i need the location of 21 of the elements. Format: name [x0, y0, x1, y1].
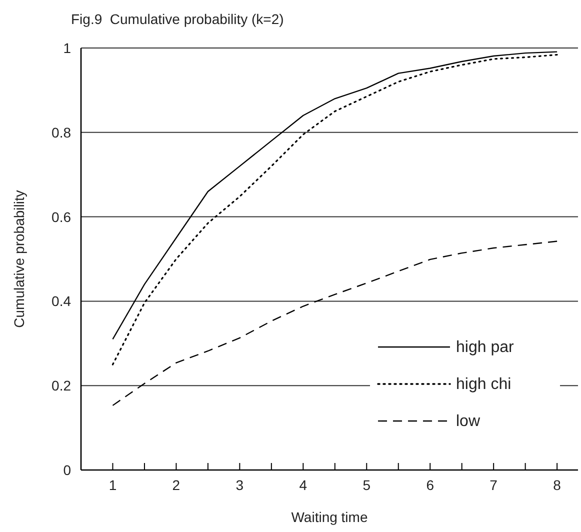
chart-title: Fig.9 Cumulative probability (k=2) [71, 11, 284, 27]
x-tick-label: 1 [108, 477, 117, 493]
x-tick-label: 2 [172, 477, 180, 493]
y-axis-title: Cumulative probability [11, 190, 27, 328]
y-tick-label: 0.6 [52, 208, 72, 225]
legend-label: high par [456, 339, 514, 356]
y-tick-label: 0.4 [52, 293, 72, 310]
x-tick-label: 8 [553, 477, 562, 493]
line-series [112, 240, 558, 406]
y-tick-label: 1 [63, 40, 72, 56]
x-axis-title: Waiting time [291, 509, 368, 525]
x-tick-label: 7 [490, 477, 498, 493]
legend-label: high chi [456, 376, 512, 393]
x-tick-label: 4 [299, 477, 308, 493]
y-tick-label: 0.8 [52, 124, 72, 140]
x-tick-label: 5 [362, 477, 371, 493]
x-tick-label: 6 [426, 477, 434, 493]
legend-label: low [456, 413, 480, 430]
y-tick-label: 0 [63, 462, 72, 478]
x-tick-label: 3 [236, 477, 244, 493]
y-tick-label: 0.2 [52, 378, 72, 394]
